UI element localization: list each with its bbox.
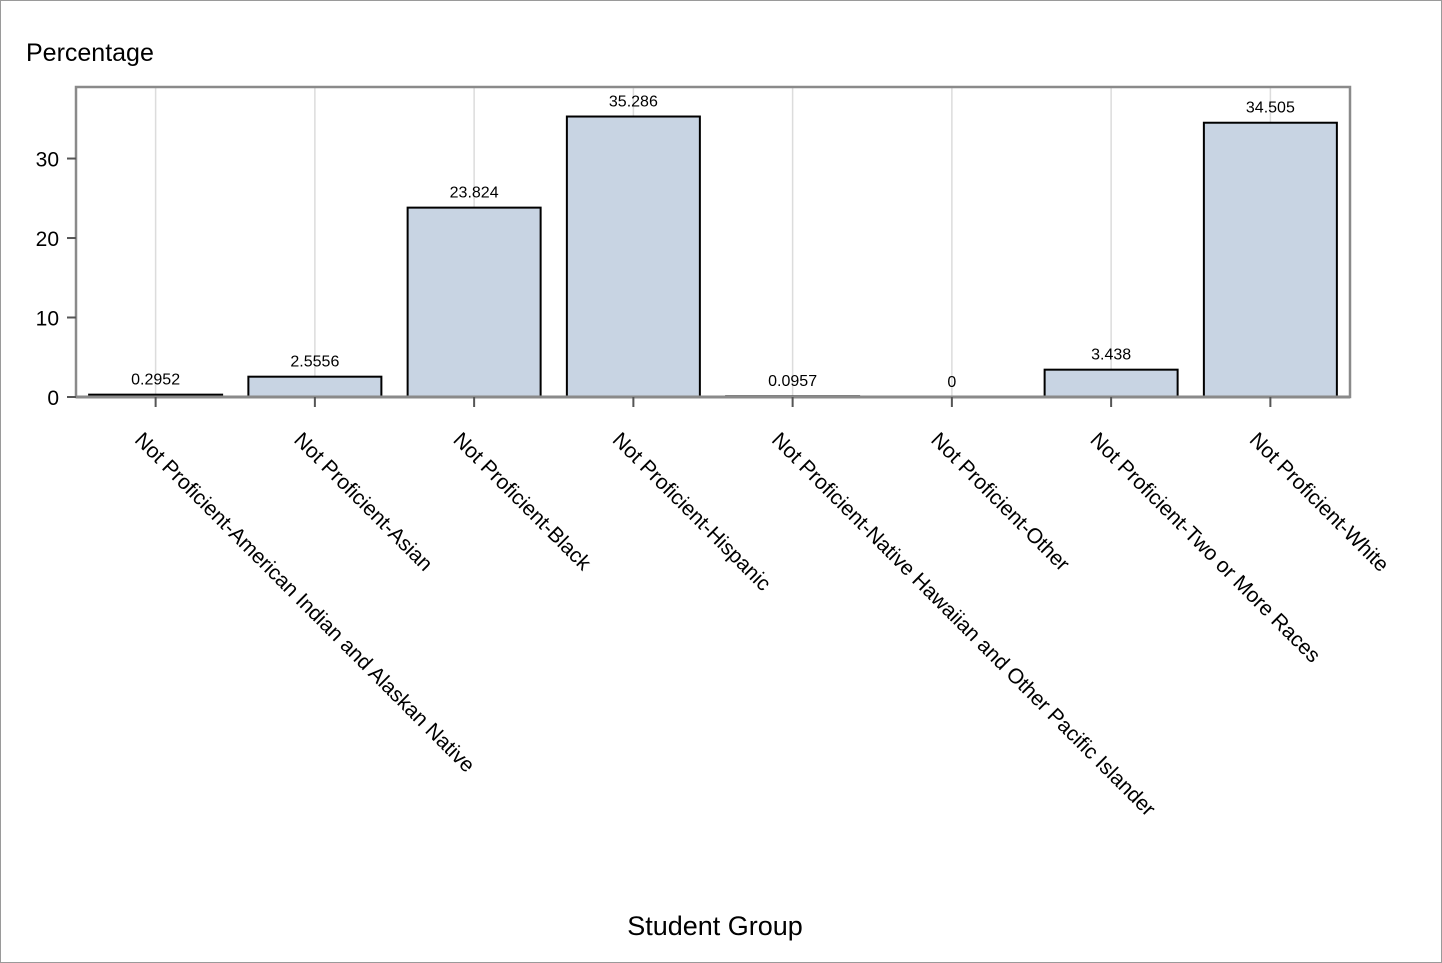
y-tick-label: 30: [36, 149, 59, 172]
bar: [1202, 121, 1338, 398]
data-label: 35.286: [609, 94, 658, 111]
category-label: Not Proficient-Native Hawaiian and Other…: [767, 428, 1160, 821]
data-label: 34.505: [1246, 100, 1295, 117]
category-label: Not Proficient-Other: [926, 428, 1073, 575]
y-tick-label: 10: [36, 308, 59, 331]
plot-border: [74, 85, 1352, 399]
bar: [406, 206, 542, 398]
plot-area-frame: [74, 85, 1352, 399]
category-label: Not Proficient-American Indian and Alask…: [130, 428, 479, 777]
data-label: 23.824: [450, 185, 499, 202]
category-label: Not Proficient-White: [1245, 428, 1393, 576]
axis-ticks: 0 10 20 30: [36, 149, 1272, 410]
data-label: 3.438: [1091, 347, 1131, 364]
data-label: 2.5556: [290, 354, 339, 371]
y-axis-title: Percentage: [26, 39, 154, 67]
bars: [88, 115, 1338, 399]
x-axis-title: Student Group: [627, 911, 803, 941]
data-labels: 0.2952 2.5556 23.824 35.286 0.0957 0 3.438 34.5…: [131, 94, 1295, 391]
data-label: 0: [947, 374, 956, 391]
bar: [565, 115, 701, 398]
category-label: Not Proficient-Black: [449, 428, 596, 575]
data-label: 0.0957: [768, 373, 817, 390]
bar: [1043, 368, 1179, 398]
category-label: Not Proficient-Asian: [289, 428, 436, 575]
bar: [247, 375, 383, 398]
y-tick-label: 0: [47, 387, 59, 410]
category-labels: Not Proficient-American Indian and Alask…: [130, 428, 1393, 821]
y-tick-label: 20: [36, 228, 59, 251]
category-label: Not Proficient-Hispanic: [608, 428, 775, 595]
data-label: 0.2952: [131, 372, 180, 389]
